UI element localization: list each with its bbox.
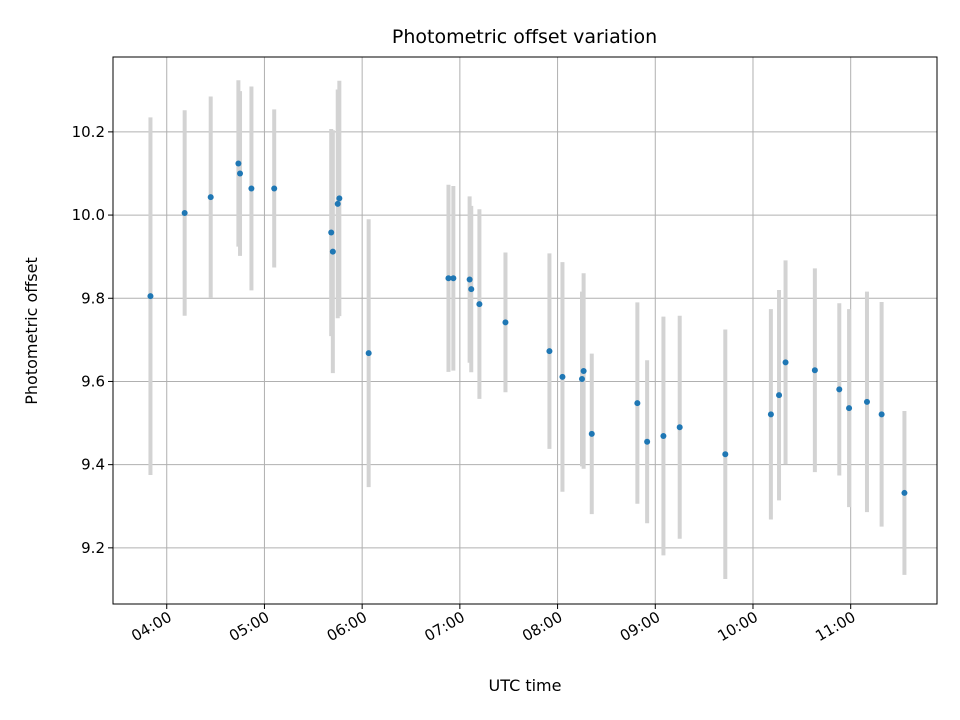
data-point [901,489,908,496]
y-tick-label: 9.6 [81,372,105,390]
plot-frame [112,56,938,605]
data-point [328,229,335,236]
data-point [863,398,870,405]
x-tick-label: 08:00 [519,608,565,645]
x-tick-label: 04:00 [128,608,174,645]
x-axis-label: UTC time [489,676,562,695]
data-point [271,185,278,192]
x-tick-label: 09:00 [617,608,663,645]
data-point [588,430,595,437]
data-point [546,348,553,355]
y-tick-label: 10.2 [72,123,105,141]
y-tick-label: 9.4 [81,456,105,474]
data-point [836,386,843,393]
data-point [776,392,783,399]
data-point [580,368,587,375]
data-point [811,367,818,374]
data-point [502,319,509,326]
data-point [846,405,853,412]
data-point [147,293,154,300]
data-point [644,438,651,445]
x-tick-label: 11:00 [812,608,858,645]
x-tick-label: 06:00 [324,608,370,645]
data-point [676,424,683,431]
y-tick-label: 10.0 [72,206,105,224]
data-point [767,411,774,418]
data-point [634,400,641,407]
y-axis-ticks: 9.2 9.4 9.6 9.8 10.0 10.2 [72,123,113,557]
data-point [476,301,483,308]
data-points [147,160,908,496]
data-point [329,248,336,255]
y-tick-label: 9.2 [81,539,105,557]
y-axis-label: Photometric offset [22,257,41,405]
data-point [237,170,244,177]
data-point [334,200,341,207]
data-point [559,373,566,380]
data-point [660,432,667,439]
data-point [468,286,475,293]
data-point [336,195,343,202]
data-point [722,451,729,458]
data-point [578,375,585,382]
x-tick-label: 07:00 [421,608,467,645]
data-point [782,359,789,366]
x-tick-label: 10:00 [715,608,761,645]
error-bars [148,80,907,580]
x-tick-label: 05:00 [226,608,272,645]
data-point [248,185,255,192]
grid [113,57,937,604]
data-point [445,275,452,282]
data-point [207,194,214,201]
data-point [365,350,372,357]
data-point [450,275,457,282]
chart-title: Photometric offset variation [392,26,657,48]
data-point [466,276,473,283]
y-tick-label: 9.8 [81,289,105,307]
data-point [878,411,885,418]
data-point [235,160,242,167]
data-point [181,209,188,216]
x-axis-ticks: 04:00 05:00 06:00 07:00 08:00 09:00 10:00 11:00 [128,604,859,645]
